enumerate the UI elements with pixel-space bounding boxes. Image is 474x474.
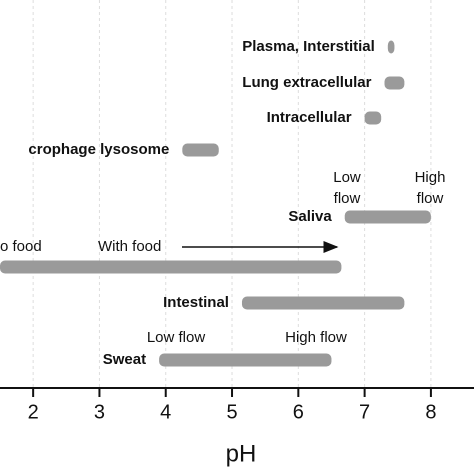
range-bar bbox=[364, 111, 382, 125]
category-label: Sweat bbox=[103, 351, 146, 368]
range-bar bbox=[241, 296, 405, 310]
x-tick-label: 4 bbox=[160, 401, 171, 423]
x-tick-label: 3 bbox=[94, 401, 105, 423]
range-bar bbox=[387, 40, 395, 54]
range-bar bbox=[159, 353, 332, 367]
range-bar bbox=[344, 210, 431, 224]
x-tick-label: 6 bbox=[293, 401, 304, 423]
x-axis-title: pH bbox=[226, 440, 257, 467]
annotation: With food bbox=[98, 238, 161, 255]
range-bar bbox=[0, 260, 342, 274]
category-label: Plasma, Interstitial bbox=[242, 38, 375, 55]
annotation: flow bbox=[334, 190, 361, 207]
x-tick-label: 5 bbox=[226, 401, 237, 423]
x-tick-label: 8 bbox=[425, 401, 436, 423]
range-bar bbox=[384, 76, 405, 90]
annotation: High bbox=[415, 169, 446, 186]
x-tick-label: 7 bbox=[359, 401, 370, 423]
category-label: o food bbox=[0, 238, 42, 255]
category-label: Lung extracellular bbox=[242, 74, 371, 91]
range-bar bbox=[182, 143, 219, 157]
annotation: Low flow bbox=[147, 329, 206, 346]
category-label: Saliva bbox=[288, 208, 332, 225]
annotation: Low bbox=[333, 169, 361, 186]
annotation: flow bbox=[417, 190, 444, 207]
category-label: Intracellular bbox=[267, 109, 352, 126]
x-tick-label: 2 bbox=[28, 401, 39, 423]
category-label: crophage lysosome bbox=[28, 141, 169, 158]
annotation: High flow bbox=[285, 329, 347, 346]
category-label: Intestinal bbox=[163, 294, 229, 311]
